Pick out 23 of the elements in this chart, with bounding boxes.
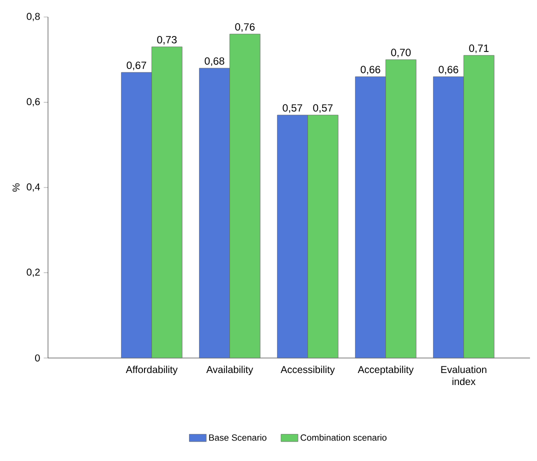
x-tick-label: Accessibility [280,366,335,376]
data-label: 0,70 [391,48,411,58]
data-label: 0,57 [282,104,302,113]
x-tick-label: Affordability [126,366,178,376]
legend-label: Combination scenario [300,434,387,441]
y-tick-label: 0 [35,354,40,362]
data-label: 0,68 [204,57,224,66]
x-tick-label: Acceptability [358,366,414,376]
y-axis-title: % [12,183,20,192]
data-label: 0,66 [360,66,380,74]
data-label: 0,57 [313,104,333,113]
data-label: 0,71 [469,44,489,54]
data-label: 0,73 [157,36,177,45]
y-tick-label: 0,2 [26,268,40,277]
data-label: 0,67 [126,62,146,70]
y-tick-label: 0,6 [26,98,40,106]
data-label: 0,66 [438,66,458,74]
y-tick-label: 0,8 [26,12,40,22]
y-tick-label: 0,4 [26,183,40,192]
x-tick-label: Evaluation index [441,366,486,386]
legend-label: Base Scenario [209,434,266,441]
data-label: 0,76 [235,23,255,32]
x-tick-label: Availability [206,366,254,376]
